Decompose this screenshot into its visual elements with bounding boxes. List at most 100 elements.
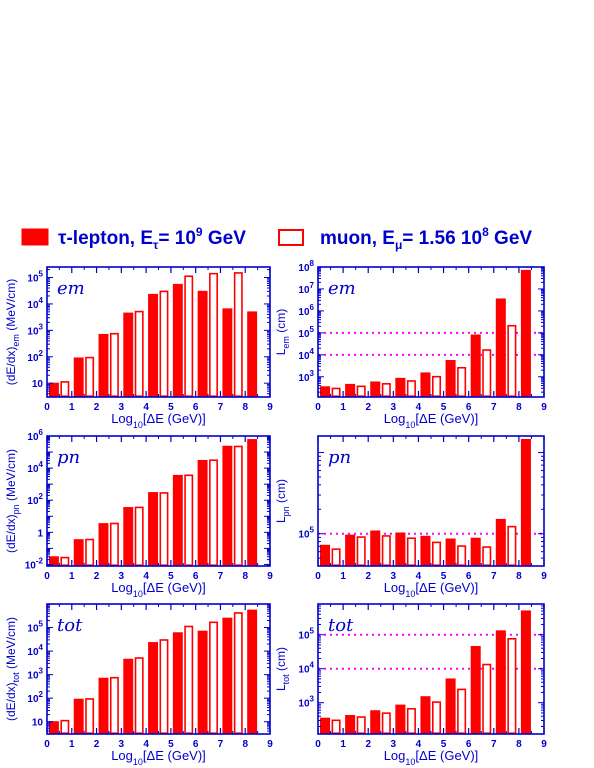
bar-muon — [381, 535, 391, 567]
x-tick-label: 0 — [315, 571, 321, 582]
bar-tau — [197, 630, 208, 735]
x-tick-label: 7 — [491, 739, 497, 750]
y-axis-label: Ltot (cm) — [274, 647, 291, 691]
x-tick-label: 0 — [44, 739, 50, 750]
bar-muon — [431, 541, 442, 566]
x-tick-label: 0 — [44, 571, 50, 582]
x-tick-label: 6 — [193, 571, 199, 582]
bar-muon — [457, 545, 467, 566]
y-axis-label: (dE/dx)em (MeV/cm) — [4, 279, 21, 386]
bar-tau — [470, 645, 481, 735]
bar-tau — [148, 293, 159, 398]
bar-tau — [320, 717, 331, 735]
y-tick-label: 103 — [27, 667, 43, 682]
bar-tau — [495, 518, 506, 567]
y-tick-label: 104 — [27, 460, 43, 475]
panel-pn-dedx: 0 1 2 3 4 5 6 7 8 9 10-2 1 102 104 106 pn Log10[ΔE (GeV)… — [4, 428, 273, 599]
bar-tau — [123, 507, 134, 567]
bar-tau — [247, 609, 258, 735]
y-tick-label: 1 — [37, 528, 43, 539]
bar-muon — [381, 383, 391, 397]
x-tick-label: 4 — [416, 739, 422, 750]
y-tick-label: 105 — [298, 325, 314, 340]
bar-tau — [395, 377, 406, 398]
bar-muon — [507, 324, 517, 398]
panel-label: tot — [57, 615, 83, 636]
panel-tot-dedx: 0 1 2 3 4 5 6 7 8 9 10 102 103 104 105 tot Log10[ΔE (GeV… — [4, 603, 273, 767]
legend-tau-swatch — [21, 228, 49, 246]
y-tick-label: 10 — [32, 718, 44, 729]
x-tick-label: 9 — [541, 571, 547, 582]
legend-tau-unit: GeV — [203, 228, 247, 249]
bar-muon — [507, 525, 517, 567]
bar-tau — [420, 372, 431, 398]
bar-tau — [345, 534, 356, 567]
x-tick-label: 2 — [94, 739, 100, 750]
legend-tau-sub: τ — [153, 238, 159, 252]
bar-muon — [457, 366, 467, 398]
legend-tau-text: τ-lepton, Eτ= 109 GeV — [58, 225, 246, 252]
bar-muon — [85, 356, 95, 397]
legend-muon-rest: = 1.56 10 — [402, 228, 482, 249]
bar-muon — [109, 522, 119, 567]
y-axis-label: Lem (cm) — [274, 309, 291, 356]
legend-muon-exp: 8 — [482, 225, 489, 239]
x-tick-label: 4 — [416, 402, 422, 413]
bar-muon — [356, 536, 366, 566]
bar-tau — [48, 721, 59, 735]
bar-tau — [370, 381, 381, 398]
x-tick-label: 7 — [491, 402, 497, 413]
bar-tau — [197, 290, 208, 398]
x-tick-label: 9 — [267, 571, 273, 582]
y-tick-label: 106 — [298, 303, 314, 318]
x-tick-label: 6 — [466, 402, 472, 413]
bar-muon — [356, 716, 366, 734]
y-tick-label: 105 — [298, 627, 314, 642]
bar-tau — [345, 715, 356, 735]
x-tick-label: 1 — [69, 739, 75, 750]
bar-tau — [345, 383, 356, 398]
x-axis-label: Log10[ΔE (GeV)] — [384, 580, 479, 599]
bar-muon — [184, 625, 194, 735]
x-tick-label: 9 — [541, 402, 547, 413]
y-tick-label: 10-2 — [25, 556, 44, 571]
x-tick-label: 5 — [441, 402, 447, 413]
bar-tau — [148, 642, 159, 735]
x-axis-label: Log10[ΔE (GeV)] — [111, 411, 206, 430]
legend-tau-label: τ-lepton, E — [58, 228, 153, 249]
x-tick-label: 8 — [516, 402, 522, 413]
y-axis-label: Lpn (cm) — [274, 479, 291, 523]
legend-muon-text: muon, Eμ= 1.56 108 GeV — [320, 225, 532, 252]
bar-muon — [482, 663, 492, 734]
x-tick-label: 3 — [119, 739, 125, 750]
bar-muon — [209, 459, 218, 566]
x-tick-label: 1 — [340, 739, 346, 750]
x-tick-label: 4 — [143, 571, 149, 582]
bar-tau — [172, 474, 183, 567]
bar-muon — [406, 707, 416, 735]
bar-tau — [320, 544, 331, 567]
y-tick-label: 106 — [27, 428, 43, 443]
bar-tau — [370, 710, 381, 735]
bar-muon — [134, 506, 144, 567]
bar-muon — [184, 474, 194, 566]
x-tick-label: 7 — [218, 739, 224, 750]
x-tick-label: 6 — [193, 402, 199, 413]
panel-label: pn — [328, 447, 351, 468]
bar-tau — [73, 539, 84, 567]
bar-tau — [320, 386, 331, 398]
bar-muon — [356, 385, 366, 398]
bar-tau — [197, 459, 208, 567]
bar-muon — [60, 719, 70, 734]
bar-muon — [60, 556, 70, 566]
legend-muon-label: muon, E — [320, 228, 395, 249]
y-axis-label: (dE/dx)pn (MeV/cm) — [4, 449, 21, 553]
y-tick-label: 105 — [298, 526, 314, 541]
x-tick-label: 7 — [218, 571, 224, 582]
x-tick-label: 2 — [94, 571, 100, 582]
x-tick-label: 5 — [168, 739, 174, 750]
bar-muon — [457, 688, 467, 735]
x-tick-label: 0 — [44, 402, 50, 413]
legend-muon-swatch — [278, 229, 304, 246]
bar-muon — [109, 676, 119, 735]
